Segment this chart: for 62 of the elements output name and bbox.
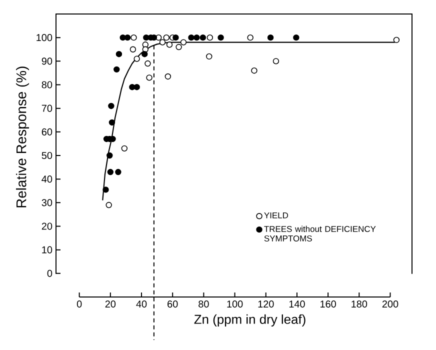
y-tick-label: 50 (42, 152, 52, 160)
x-axis-title: Zn (ppm in dry leaf) (194, 314, 306, 326)
point (180, 39, 187, 46)
y-tick-label: 10 (42, 246, 52, 254)
point (124, 34, 131, 41)
x-tick-label: 100 (227, 300, 243, 308)
point (293, 34, 300, 41)
y-tick-label: 90 (42, 58, 52, 65)
y-tick-label: 80 (42, 81, 52, 88)
x-tick-label: 140 (289, 300, 305, 308)
point (247, 34, 254, 41)
point (116, 50, 122, 58)
point (114, 66, 120, 73)
x-tick-label: 0 (76, 300, 82, 308)
point (159, 39, 166, 46)
legend-label: TREES without DEFICIENCY SYMPTOMS (264, 226, 376, 242)
x-tick-label: 180 (352, 300, 368, 308)
y-axis-title: Relative Response (%) (16, 66, 30, 208)
x-tick-label: 80 (198, 300, 209, 308)
point (107, 168, 114, 176)
x-tick-label: 200 (382, 300, 398, 308)
point (166, 42, 173, 48)
x-tick-label: 40 (136, 300, 147, 308)
y-tick-label: 20 (42, 222, 52, 230)
legend-label: YIELD (264, 212, 288, 218)
point (115, 168, 122, 176)
y-tick-label: 40 (42, 176, 52, 183)
point (130, 46, 136, 52)
point (130, 34, 137, 41)
point (200, 34, 206, 41)
point (206, 53, 212, 60)
y-tick-label: 60 (42, 128, 52, 136)
point (108, 102, 114, 110)
x-tick-label: 20 (105, 300, 116, 308)
y-tick-label: 30 (42, 199, 52, 206)
point (206, 34, 214, 41)
x-tick-label: 60 (168, 300, 178, 308)
x-tick-label: 160 (320, 300, 336, 308)
point (108, 119, 116, 126)
y-tick-label: 70 (42, 104, 52, 112)
point (164, 73, 172, 80)
y-tick-label: 0 (47, 270, 52, 277)
point (194, 34, 200, 41)
point (146, 74, 152, 81)
x-tick-label: 120 (258, 300, 274, 308)
point (267, 34, 274, 41)
point (121, 145, 128, 152)
point (272, 58, 280, 64)
point (172, 34, 179, 41)
point (144, 60, 151, 67)
point (102, 186, 109, 193)
point (106, 152, 113, 159)
point (134, 56, 140, 62)
point (163, 34, 170, 41)
point (106, 202, 112, 208)
point (218, 34, 224, 41)
point (251, 68, 258, 74)
y-tick-label: 100 (36, 34, 52, 42)
point (188, 34, 194, 41)
point (393, 36, 400, 44)
point (176, 44, 182, 50)
point (142, 50, 148, 58)
